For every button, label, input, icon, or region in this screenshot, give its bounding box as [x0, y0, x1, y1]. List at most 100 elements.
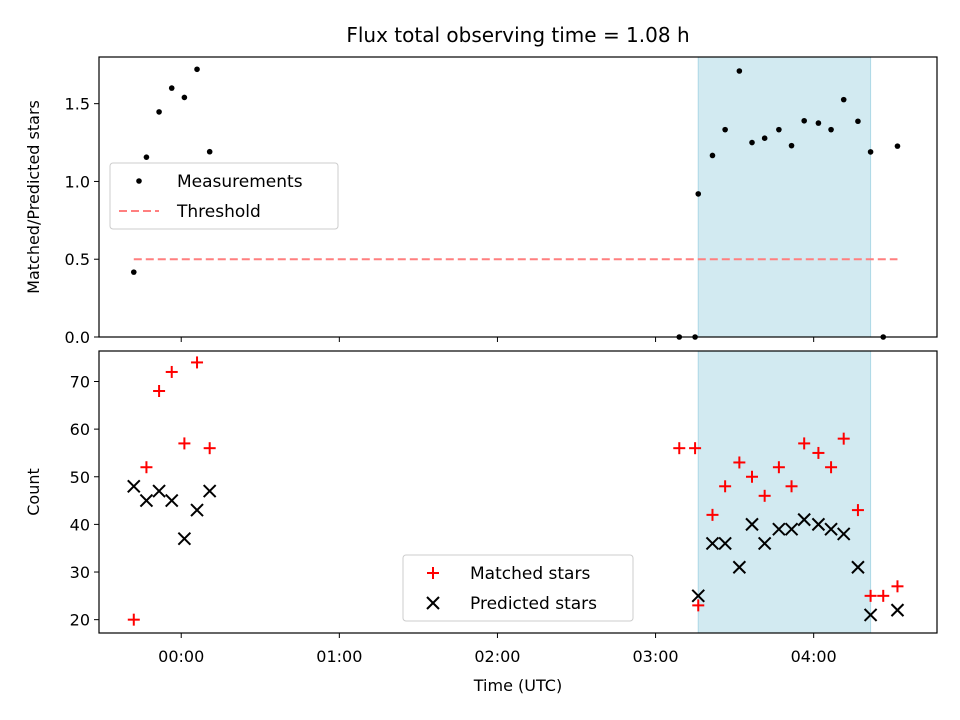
measurement-point	[867, 149, 874, 155]
matched-star-point	[689, 442, 702, 455]
predicted-star-point	[718, 536, 732, 551]
predicted-star-point	[202, 484, 217, 498]
x-tick-label: 00:00	[158, 647, 204, 666]
matched-star-point	[851, 504, 864, 517]
top-panel: 0.0 0.5 1.0 1.5 Matched/Predicted stars Mea…	[24, 56, 938, 347]
y-tick-label: 20	[70, 611, 90, 630]
measurement-point	[761, 135, 768, 141]
measurement-point	[840, 96, 847, 103]
x-tick-label: 03:00	[633, 647, 679, 666]
bottom-legend: Matched stars Predicted stars	[402, 554, 634, 622]
measurement-point	[722, 126, 728, 133]
legend-matched-marker	[427, 567, 439, 579]
y-tick-label: 30	[70, 563, 90, 582]
y-tick-label: 60	[70, 420, 90, 439]
y-tick-label: 40	[70, 515, 90, 534]
matched-star-point	[825, 461, 838, 474]
measurement-point	[143, 154, 150, 160]
legend-predicted-label: Predicted stars	[470, 594, 597, 614]
bottom-y-axis-label: Count	[24, 468, 43, 516]
predicted-star-point	[811, 517, 826, 532]
legend-predicted-marker	[426, 596, 440, 610]
matched-star-point	[772, 461, 785, 474]
top-legend-box	[109, 162, 339, 230]
predicted-star-point	[890, 603, 905, 617]
top-legend: Measurements Threshold	[109, 162, 339, 230]
matched-star-point	[673, 442, 686, 455]
bottom-panel-frame	[98, 350, 938, 634]
matched-star-point	[706, 508, 719, 521]
matched-star-point	[692, 599, 705, 612]
y-tick-label: 1.0	[65, 172, 90, 191]
predicted-star-point	[863, 608, 878, 622]
measurement-point	[709, 152, 716, 159]
bottom-panel: 20 30 40 50 60 70 Count 00:00 01:00 02:00 03:00 0…	[24, 350, 938, 666]
y-tick-label: 0.5	[65, 250, 90, 269]
measurement-point	[815, 120, 822, 126]
measurement-point	[130, 269, 137, 275]
measurement-point	[181, 94, 188, 101]
matched-star-point	[746, 470, 759, 483]
x-tick-label: 02:00	[474, 647, 520, 666]
predicted-star-point	[784, 522, 799, 536]
matched-star-point	[127, 613, 140, 626]
matched-star-point	[191, 356, 204, 369]
measurement-point	[749, 139, 755, 146]
legend-measurements-label: Measurements	[177, 172, 303, 192]
predicted-star-point	[190, 503, 204, 517]
predicted-star-point	[127, 479, 141, 493]
predicted-star-point	[691, 589, 705, 603]
measurement-point	[695, 191, 702, 197]
predicted-star-point	[705, 536, 720, 551]
y-tick-label: 0.0	[65, 328, 90, 347]
top-y-axis-label: Matched/Predicted stars	[24, 100, 43, 294]
matched-star-point	[165, 365, 178, 378]
predicted-star-point	[851, 560, 865, 574]
matched-star-point	[758, 489, 771, 502]
measurement-point	[194, 66, 200, 73]
predicted-star-point	[139, 493, 154, 508]
predicted-star-point	[837, 527, 851, 541]
matched-star-point	[891, 580, 904, 593]
measurement-point	[168, 85, 175, 91]
y-tick-label: 50	[70, 468, 90, 487]
matched-star-point	[733, 456, 746, 469]
measurement-point	[801, 117, 807, 124]
measurement-point	[736, 68, 743, 74]
predicted-star-point	[732, 560, 747, 574]
predicted-star-point	[797, 512, 811, 527]
chart-title: Flux total observing time = 1.08 h	[346, 23, 689, 47]
matched-star-point	[178, 437, 191, 450]
measurement-point	[206, 148, 213, 155]
matched-star-point	[877, 589, 890, 602]
matched-star-point	[864, 589, 877, 602]
predicted-star-point	[757, 536, 772, 551]
predicted-star-point	[177, 531, 192, 546]
legend-matched-label: Matched stars	[470, 564, 590, 584]
matched-star-point	[837, 432, 850, 445]
bottom-legend-box	[402, 554, 634, 622]
y-tick-label: 1.5	[65, 95, 90, 114]
predicted-star-point	[745, 517, 759, 532]
measurement-point	[894, 143, 901, 149]
shaded-interval	[697, 56, 872, 338]
matched-star-point	[785, 480, 798, 493]
measurement-point	[828, 126, 834, 133]
measurement-point	[776, 126, 782, 133]
predicted-star-point	[152, 484, 166, 498]
x-tick-label: 04:00	[791, 647, 837, 666]
predicted-star-point	[165, 493, 179, 508]
matched-star-point	[798, 437, 811, 450]
matched-star-point	[203, 442, 216, 455]
predicted-star-point	[824, 522, 838, 536]
legend-measurements-marker	[136, 178, 142, 184]
top-panel-frame	[98, 56, 938, 338]
x-axis-label: Time (UTC)	[473, 676, 562, 695]
shaded-interval	[697, 350, 872, 634]
measurement-point	[788, 142, 795, 149]
matched-star-point	[812, 446, 825, 459]
predicted-star-point	[772, 522, 786, 536]
matched-star-point	[719, 480, 732, 493]
y-tick-label: 70	[70, 372, 90, 391]
